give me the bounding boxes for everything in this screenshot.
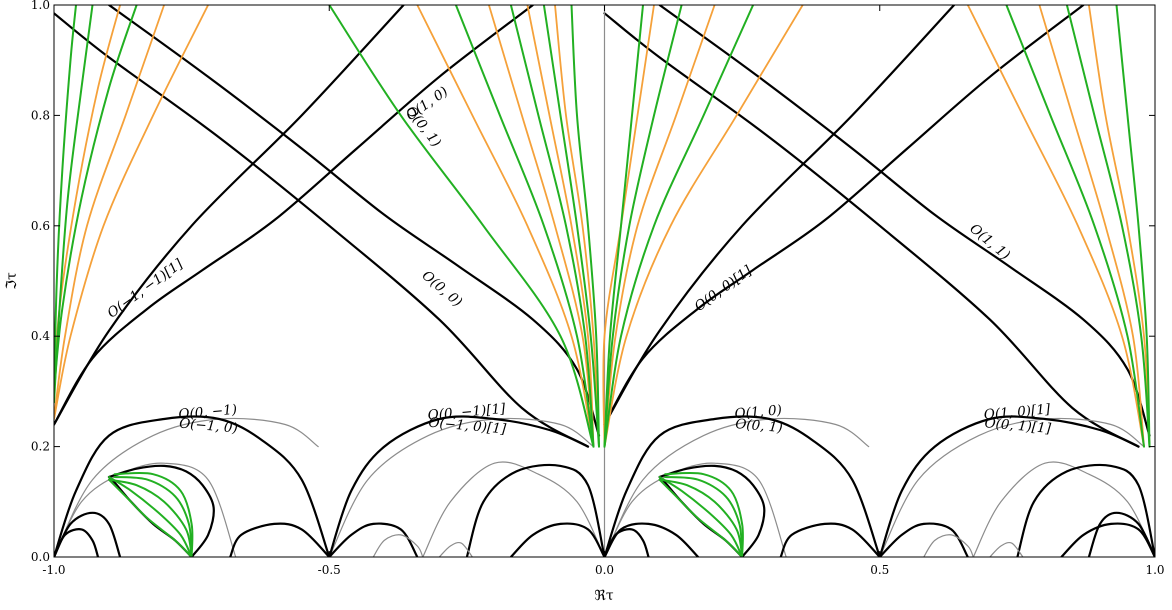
series-green-curve-76 <box>664 476 744 557</box>
series-black-curve-31 <box>509 522 606 557</box>
series-gray-curve-10 <box>603 417 870 557</box>
y-tick-label: 0.8 <box>31 108 50 122</box>
series-black-curve-25 <box>465 463 606 557</box>
series-gray-curve-39 <box>438 541 473 557</box>
annotation-label: O(1, 0)[1] <box>983 401 1051 423</box>
series-gray-curve-14 <box>422 461 606 557</box>
series-orange-curve-49 <box>966 5 1145 448</box>
series-green-curve-74 <box>658 476 744 557</box>
series-green-curve-63 <box>1005 5 1145 448</box>
series-gray-curve-41 <box>989 541 1024 557</box>
series-gray-curve-13 <box>603 462 787 557</box>
series-green-curve-77 <box>664 471 744 557</box>
annotation-label: O(0, −1) <box>178 402 238 423</box>
x-tick-label: 0.0 <box>595 563 614 577</box>
series-green-curve-71 <box>113 476 193 557</box>
series-orange-curve-51 <box>1088 5 1151 448</box>
series-gray-curve-8 <box>54 417 319 557</box>
series-gray-curve-40 <box>923 534 974 557</box>
series-green-curve-68 <box>54 5 77 393</box>
series-black-curve-26 <box>1016 463 1155 557</box>
series-orange-curve-44 <box>526 5 595 448</box>
y-axis-label: ℑτ <box>4 272 20 290</box>
series-black-curve-19 <box>603 415 881 557</box>
series-orange-curve-53 <box>54 5 209 420</box>
x-tick-label: -0.5 <box>318 563 341 577</box>
x-tick-label: 0.5 <box>870 563 889 577</box>
annotation-label: O(−1, 0) <box>179 416 239 437</box>
series-gray-curve-11 <box>879 417 1145 557</box>
series-black-curve-1 <box>603 12 1140 448</box>
y-tick-label: 0.2 <box>31 440 50 454</box>
ticks-layer: -1.0 -0.5 0.0 0.5 1.0 0.0 0.2 0.4 0.6 0.8 1.0 <box>31 0 1165 577</box>
series-green-curve-78 <box>658 478 744 557</box>
series-green-curve-67 <box>54 5 94 404</box>
series-black-curve-7 <box>658 5 1151 437</box>
series-black-curve-21 <box>107 464 215 557</box>
series-gray-curve-38 <box>372 534 424 557</box>
y-tick-label: 0.0 <box>31 550 50 564</box>
series-gray-curve-12 <box>54 462 237 557</box>
series-green-curve-55 <box>454 5 595 448</box>
series-green-curve-73 <box>108 478 193 557</box>
series-orange-curve-47 <box>603 5 716 448</box>
series-black-curve-3 <box>603 5 956 426</box>
series-green-curve-60 <box>603 5 683 448</box>
series-black-curve-2 <box>54 5 405 426</box>
series-green-curve-61 <box>603 5 755 448</box>
series-orange-curve-45 <box>554 5 600 448</box>
series-gray-curve-9 <box>328 417 595 557</box>
series-black-curve-20 <box>878 415 1140 557</box>
y-tick-label: 0.4 <box>31 329 50 343</box>
annotation-label: O(0, 1)[1] <box>984 415 1052 437</box>
series-green-curve-56 <box>509 5 595 448</box>
x-axis-label: ℜτ <box>594 588 613 604</box>
series-orange-curve-52 <box>54 5 165 420</box>
y-tick-label: 1.0 <box>31 0 50 12</box>
annotation-label: O(0, −1)[1] <box>427 401 507 424</box>
series-orange-curve-48 <box>603 5 804 448</box>
series-green-curve-62 <box>328 5 595 448</box>
series-black-curve-5 <box>603 5 1085 426</box>
series-black-curve-0 <box>54 12 590 448</box>
series-black-curve-37 <box>1087 511 1155 557</box>
series-green-curve-65 <box>1115 5 1151 448</box>
annotation-label: O(1, 0) <box>734 402 783 422</box>
series-green-curve-70 <box>108 478 193 557</box>
series-green-curve-69 <box>108 476 193 557</box>
series-black-curve-27 <box>54 511 122 557</box>
series-green-curve-75 <box>658 478 744 557</box>
series-black-curve-34 <box>779 522 881 557</box>
annotation-label: O(−1, 0)[1] <box>428 415 508 438</box>
annotation-label: O(0, 1) <box>735 416 784 436</box>
series-layer <box>54 5 1155 557</box>
series-green-curve-72 <box>113 471 194 557</box>
y-tick-label: 0.6 <box>31 219 50 233</box>
x-tick-label: 1.0 <box>1145 563 1164 577</box>
series-black-curve-29 <box>229 522 331 557</box>
series-green-curve-59 <box>603 5 644 448</box>
series-orange-curve-42 <box>416 5 595 448</box>
x-tick-label: -1.0 <box>42 563 65 577</box>
series-black-curve-36 <box>1060 522 1155 557</box>
series-black-curve-28 <box>54 528 100 557</box>
series-black-curve-18 <box>328 415 590 557</box>
series-orange-curve-43 <box>488 5 595 448</box>
series-gray-curve-15 <box>972 461 1155 557</box>
series-black-curve-33 <box>603 528 650 557</box>
series-black-curve-17 <box>54 415 331 557</box>
series-green-curve-64 <box>1065 5 1151 448</box>
series-orange-curve-50 <box>1038 5 1145 448</box>
series-green-curve-58 <box>570 5 600 448</box>
series-black-curve-4 <box>54 5 534 426</box>
series-green-curve-57 <box>542 5 600 448</box>
series-green-curve-66 <box>54 5 138 393</box>
series-black-curve-23 <box>658 464 766 557</box>
